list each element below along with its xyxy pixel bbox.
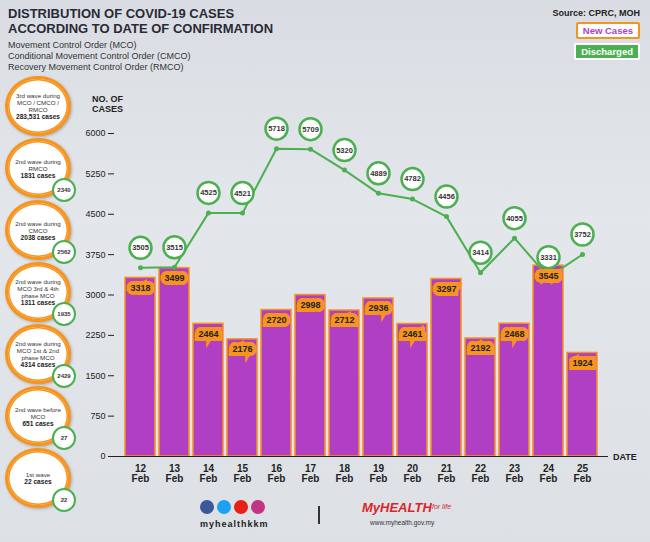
svg-text:3414: 3414	[472, 248, 490, 257]
svg-text:0: 0	[100, 451, 105, 461]
html-text:NO. OF CASES: NO. OF CASES	[92, 94, 123, 114]
html-text:1311 cases: 1311 cases	[20, 299, 56, 306]
svg-text:3750: 3750	[85, 250, 105, 260]
html-text:2nd wave during CMCO: 2nd wave during CMCO	[15, 219, 61, 234]
svg-text:2998: 2998	[300, 300, 320, 310]
svg-text:16Feb: 16Feb	[268, 463, 286, 484]
html-text:MyHEALTH: MyHEALTH	[362, 500, 432, 515]
svg-text:6000: 6000	[85, 128, 105, 138]
html-text:2340: 2340	[57, 187, 71, 193]
html-text:2038 cases: 2038 cases	[20, 233, 56, 241]
html-text:www.myhealth.gov.my: www.myhealth.gov.my	[370, 519, 435, 526]
html-text:283,531 cases: 283,531 cases	[16, 113, 60, 120]
svg-text:17Feb: 17Feb	[302, 463, 320, 484]
svg-text:18Feb: 18Feb	[336, 463, 354, 484]
svg-text:3752: 3752	[574, 230, 591, 239]
html-text:2nd wave before MCO: 2nd wave before MCO	[15, 405, 61, 420]
svg-text:4055: 4055	[506, 214, 523, 223]
html-text:myhealthkkm: myhealthkkm	[200, 519, 269, 529]
svg-text:21Feb: 21Feb	[438, 463, 456, 484]
svg-text:2464: 2464	[198, 329, 218, 339]
svg-text:5709: 5709	[302, 125, 319, 134]
svg-text:4782: 4782	[404, 174, 421, 183]
svg-text:3297: 3297	[436, 284, 456, 294]
svg-text:13Feb: 13Feb	[166, 463, 184, 484]
html-text:2429: 2429	[57, 373, 71, 379]
svg-text:4521: 4521	[234, 189, 251, 198]
html-text:Discharged: Discharged	[581, 46, 633, 57]
html-text:1831 cases: 1831 cases	[20, 171, 56, 179]
svg-text:14Feb: 14Feb	[200, 463, 218, 484]
html-text:for life: for life	[432, 503, 452, 510]
svg-text:2250: 2250	[85, 330, 105, 340]
svg-text:3499: 3499	[164, 273, 184, 283]
svg-text:1500: 1500	[85, 371, 105, 381]
svg-text:24Feb: 24Feb	[540, 463, 558, 484]
svg-text:12Feb: 12Feb	[132, 463, 150, 484]
html-text:27: 27	[60, 435, 68, 441]
svg-text:4525: 4525	[200, 188, 217, 197]
svg-text:2720: 2720	[266, 315, 286, 325]
html-text:3rd wave during MCO / CMCO / R: 3rd wave during MCO / CMCO / RMCO	[16, 92, 60, 113]
svg-text:3545: 3545	[538, 271, 558, 281]
svg-text:3000: 3000	[85, 290, 105, 300]
html-text:New Cases: New Cases	[582, 25, 633, 36]
svg-text:2176: 2176	[232, 344, 252, 354]
html-text:Source: CPRC, MOH: Source: CPRC, MOH	[552, 8, 640, 18]
html-text:DISTRIBUTION OF COVID-19 CASES: DISTRIBUTION OF COVID-19 CASES ACCORDING…	[8, 6, 273, 36]
svg-text:2712: 2712	[334, 315, 354, 325]
html-text:Conditional Movement Control O: Conditional Movement Control Order (CMCO…	[8, 51, 191, 61]
svg-text:2461: 2461	[402, 329, 422, 339]
html-text:DATE: DATE	[613, 452, 637, 462]
html-text:2nd wave during MCO 1st & 2nd: 2nd wave during MCO 1st & 2nd phase MCO	[15, 340, 61, 361]
html-text:4314 cases: 4314 cases	[20, 361, 56, 368]
svg-text:1924: 1924	[572, 358, 592, 368]
html-text:1st wave: 1st wave	[25, 471, 51, 478]
svg-text:4500: 4500	[85, 209, 105, 219]
html-text:2nd wave during RMCO: 2nd wave during RMCO	[15, 157, 61, 172]
html-text:Movement Control Order (MCO): Movement Control Order (MCO)	[8, 40, 137, 50]
svg-text:20Feb: 20Feb	[404, 463, 422, 484]
svg-text:4889: 4889	[370, 169, 387, 178]
svg-text:750: 750	[90, 411, 105, 421]
html-text:651 cases: 651 cases	[22, 419, 54, 427]
svg-text:5250: 5250	[85, 169, 105, 179]
svg-text:15Feb: 15Feb	[234, 463, 252, 484]
svg-text:4456: 4456	[438, 192, 455, 201]
svg-text:25Feb: 25Feb	[574, 463, 592, 484]
svg-text:2192: 2192	[470, 343, 490, 353]
svg-text:3318: 3318	[130, 283, 150, 293]
svg-text:19Feb: 19Feb	[370, 463, 388, 484]
svg-text:23Feb: 23Feb	[506, 463, 524, 484]
svg-text:2468: 2468	[504, 329, 524, 339]
html-text:1935: 1935	[57, 311, 71, 317]
svg-text:5320: 5320	[336, 146, 353, 155]
html-text:2562: 2562	[57, 249, 71, 255]
html-text:22 cases: 22 cases	[24, 478, 52, 485]
html-text:22: 22	[60, 497, 68, 503]
svg-text:2936: 2936	[368, 303, 388, 313]
html-text:2nd wave during MCO 3rd & 4th: 2nd wave during MCO 3rd & 4th phase MCO	[15, 278, 61, 299]
svg-text:22Feb: 22Feb	[472, 463, 490, 484]
svg-text:5718: 5718	[268, 124, 285, 133]
html-text:Recovery Movement Control Orde: Recovery Movement Control Order (RMCO)	[8, 62, 184, 72]
svg-text:3505: 3505	[132, 243, 149, 252]
svg-text:3331: 3331	[540, 253, 557, 262]
svg-text:3515: 3515	[166, 243, 183, 252]
